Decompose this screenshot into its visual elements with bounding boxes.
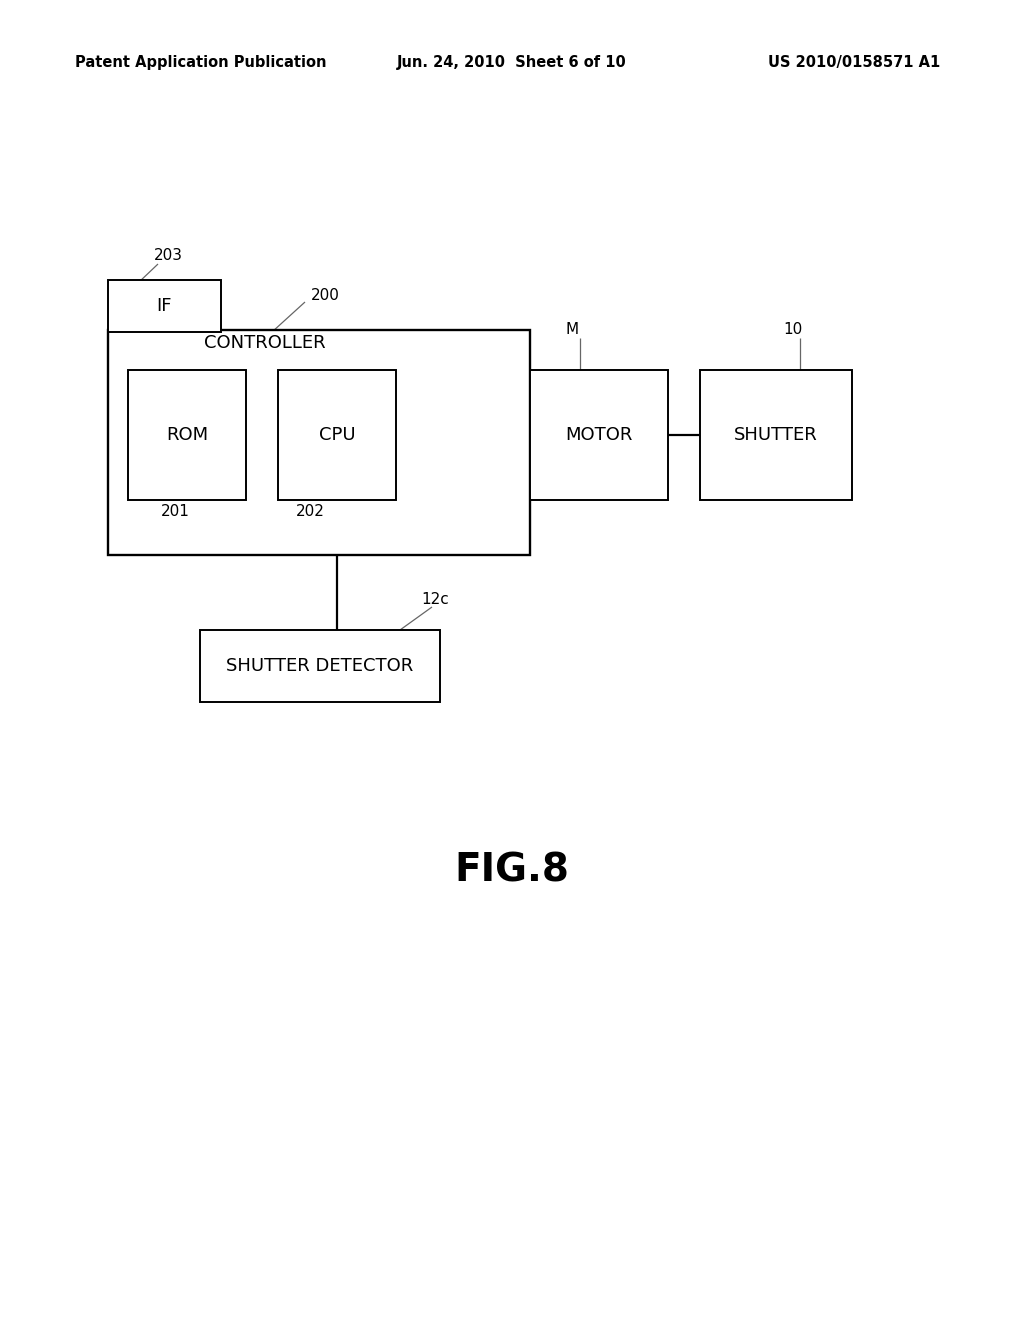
Text: 12c: 12c: [421, 593, 449, 607]
Bar: [700, 370, 852, 500]
Text: Patent Application Publication: Patent Application Publication: [75, 54, 327, 70]
Text: CPU: CPU: [318, 426, 355, 444]
Bar: [530, 370, 668, 500]
Text: CONTROLLER: CONTROLLER: [204, 334, 326, 352]
Text: 10: 10: [783, 322, 803, 338]
Bar: [108, 330, 530, 554]
Text: 203: 203: [154, 248, 182, 264]
Text: ROM: ROM: [166, 426, 208, 444]
Text: 200: 200: [310, 288, 339, 302]
Text: Jun. 24, 2010  Sheet 6 of 10: Jun. 24, 2010 Sheet 6 of 10: [397, 54, 627, 70]
Text: MOTOR: MOTOR: [565, 426, 633, 444]
Text: FIG.8: FIG.8: [455, 851, 569, 888]
Text: IF: IF: [157, 297, 172, 315]
Bar: [128, 370, 246, 500]
Text: US 2010/0158571 A1: US 2010/0158571 A1: [768, 54, 940, 70]
Bar: [278, 370, 396, 500]
Bar: [108, 280, 221, 333]
Text: SHUTTER DETECTOR: SHUTTER DETECTOR: [226, 657, 414, 675]
Text: M: M: [565, 322, 579, 338]
Text: SHUTTER: SHUTTER: [734, 426, 818, 444]
Bar: [200, 630, 440, 702]
Text: 202: 202: [296, 504, 325, 520]
Text: 201: 201: [161, 504, 189, 520]
